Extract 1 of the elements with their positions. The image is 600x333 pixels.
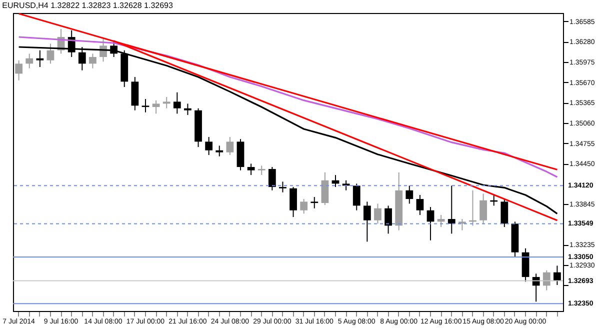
chart-title: EURUSD,H4 1.32822 1.32823 1.32628 1.32693 xyxy=(2,1,174,10)
